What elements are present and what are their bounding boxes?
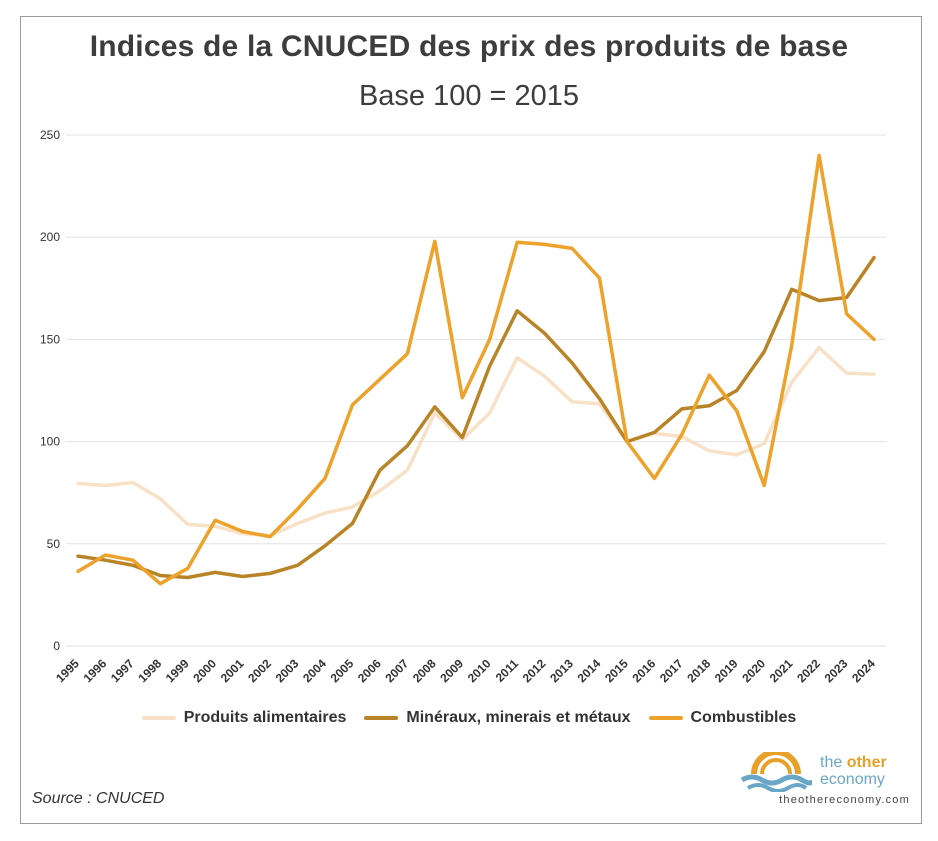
x-tick-label: 2001 <box>218 656 247 685</box>
x-tick-label: 2004 <box>300 656 329 685</box>
x-tick-label: 2012 <box>520 656 549 685</box>
legend-item-combustibles: Combustibles <box>648 709 797 727</box>
legend-label-combustibles: Combustibles <box>690 709 797 726</box>
x-tick-label: 2011 <box>493 656 522 685</box>
y-tick-label: 150 <box>40 332 60 346</box>
chart-title: Indices de la CNUCED des prix des produi… <box>89 30 849 63</box>
x-tick-label: 2016 <box>630 656 659 685</box>
brand-url: theothereconomy.com <box>779 794 910 806</box>
y-tick-label: 0 <box>53 639 60 653</box>
chart-legend: Produits alimentaires Minéraux, minerais… <box>0 709 938 727</box>
x-tick-label: 2002 <box>245 656 274 685</box>
brand-logo: the other economy theothereconomy.com <box>740 750 910 810</box>
x-tick-label: 2019 <box>712 656 741 685</box>
x-tick-label: 2007 <box>382 656 411 685</box>
y-tick-label: 200 <box>40 230 60 244</box>
sun-wave-icon <box>740 752 812 792</box>
x-tick-label: 2022 <box>794 656 823 685</box>
x-tick-label: 2021 <box>767 656 796 685</box>
series-lines <box>76 153 876 586</box>
x-tick-label: 2009 <box>437 656 466 685</box>
x-tick-label: 2008 <box>410 656 439 685</box>
legend-item-mineraux: Minéraux, minerais et métaux <box>364 709 631 727</box>
x-tick-label: 2024 <box>849 656 878 685</box>
legend-label-produits-alimentaires: Produits alimentaires <box>183 709 347 726</box>
series-line-2 <box>76 153 876 586</box>
legend-label-mineraux: Minéraux, minerais et métaux <box>406 709 631 726</box>
chart-subtitle: Base 100 = 2015 <box>358 80 580 112</box>
x-tick-label: 2010 <box>465 656 494 685</box>
x-tick-label: 1995 <box>53 656 82 685</box>
x-tick-label: 2018 <box>684 656 713 685</box>
x-tick-label: 1996 <box>81 656 110 685</box>
y-axis-tick-labels: 0 50 100 150 200 250 <box>40 128 60 653</box>
legend-item-produits-alimentaires: Produits alimentaires <box>141 709 347 727</box>
x-axis-tick-labels: 1995199619971998199920002001200220032004… <box>53 656 878 685</box>
series-line-1 <box>76 255 876 580</box>
y-tick-label: 250 <box>40 128 60 142</box>
x-tick-label: 2014 <box>575 656 604 685</box>
chart-frame <box>20 16 922 824</box>
x-tick-label: 2023 <box>822 656 851 685</box>
x-tick-label: 2000 <box>190 656 219 685</box>
y-tick-label: 100 <box>40 435 60 449</box>
x-tick-label: 2015 <box>602 656 631 685</box>
legend-swatch-produits-alimentaires <box>141 716 176 720</box>
x-tick-label: 2005 <box>328 656 357 685</box>
x-tick-label: 2020 <box>739 656 768 685</box>
legend-swatch-mineraux <box>364 716 399 720</box>
source-note: Source : CNUCED <box>32 790 165 807</box>
brand-name: the other economy <box>820 754 887 788</box>
x-tick-label: 1999 <box>163 656 192 685</box>
x-tick-label: 2017 <box>657 656 686 685</box>
legend-swatch-combustibles <box>648 716 683 720</box>
y-tick-label: 50 <box>47 537 61 551</box>
x-tick-label: 1997 <box>108 656 137 685</box>
x-tick-label: 2006 <box>355 656 384 685</box>
x-tick-label: 2003 <box>273 656 302 685</box>
x-tick-label: 1998 <box>135 656 164 685</box>
x-tick-label: 2013 <box>547 656 576 685</box>
